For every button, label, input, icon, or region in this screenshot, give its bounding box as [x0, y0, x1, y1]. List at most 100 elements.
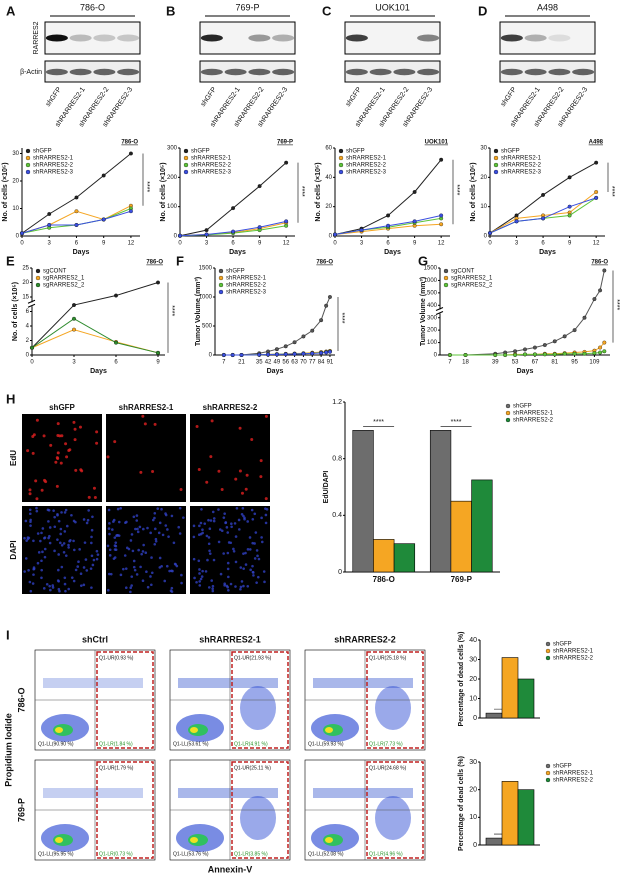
nucleus — [175, 564, 179, 568]
blot-band — [369, 68, 392, 76]
nucleus — [199, 577, 203, 581]
y-axis-label: No. of cells (×10⁵) — [160, 162, 167, 221]
nucleus — [226, 561, 230, 565]
data-point — [598, 345, 603, 350]
y-tick-label: 500 — [427, 290, 438, 296]
nucleus — [223, 584, 226, 587]
nucleus — [28, 492, 32, 496]
x-axis-label: Days — [517, 368, 534, 375]
micrograph — [22, 414, 102, 502]
nucleus — [142, 527, 145, 531]
legend-label: shRARRES2-3 — [191, 170, 232, 176]
quadrant-label: Q1-LL(52.08 %) — [308, 851, 344, 857]
data-point — [327, 295, 332, 299]
nucleus — [217, 508, 220, 511]
x-tick-label: 67 — [532, 360, 539, 366]
x-tick-label: 35 — [256, 360, 263, 366]
data-point — [514, 219, 519, 224]
blot-band — [117, 34, 140, 42]
nucleus — [113, 544, 117, 547]
nucleus — [63, 576, 67, 580]
y-tick-label: 0 — [26, 353, 30, 359]
nucleus — [24, 519, 28, 523]
x-tick-label: 6 — [541, 241, 545, 247]
x-tick-label: 12 — [438, 241, 445, 247]
nucleus — [85, 521, 89, 525]
y-tick-label: 30 — [12, 151, 19, 157]
y-tick-label: 15 — [22, 295, 29, 301]
data-point — [20, 231, 24, 236]
y-tick-label: 0 — [484, 234, 488, 240]
blot-title: 786-O — [80, 2, 105, 12]
nucleus — [158, 521, 162, 525]
x-tick-label: 77 — [309, 360, 316, 366]
nucleus — [107, 572, 111, 576]
data-point — [292, 340, 297, 345]
y-axis-label: No. of cells (×10⁵) — [12, 282, 19, 341]
axis-break-mark — [27, 303, 36, 308]
data-point — [156, 280, 160, 285]
data-point — [128, 209, 133, 214]
nucleus — [197, 559, 201, 563]
nucleus — [252, 571, 255, 574]
nucleus — [28, 508, 32, 512]
bar — [450, 500, 472, 573]
nucleus — [230, 525, 233, 529]
nucleus — [244, 487, 248, 491]
cell-band — [313, 788, 413, 798]
y-tick-label: 20 — [469, 787, 477, 794]
bar — [485, 712, 503, 719]
nucleus — [58, 434, 62, 438]
x-axis-label: Days — [384, 249, 401, 256]
nucleus — [143, 422, 147, 426]
annotation: **** — [613, 299, 620, 310]
panel-label: I — [6, 627, 10, 642]
nucleus — [264, 513, 268, 517]
nucleus — [78, 425, 82, 429]
nucleus — [212, 517, 216, 520]
nucleus — [217, 469, 221, 473]
legend-swatch — [183, 162, 189, 168]
blot-band — [69, 34, 92, 42]
legend-label: shRARRES2-1 — [33, 156, 74, 162]
nucleus — [203, 522, 207, 525]
x-tick-label: 3 — [515, 241, 519, 247]
legend-swatch — [35, 268, 41, 274]
nucleus — [227, 575, 230, 579]
nucleus — [117, 520, 121, 524]
blot-band — [272, 68, 295, 76]
data-point — [602, 268, 607, 273]
legend-label: shRARRES2-2 — [553, 656, 594, 662]
y-tick-label: 20 — [480, 175, 487, 181]
x-tick-label: 81 — [551, 360, 558, 366]
nucleus — [47, 509, 51, 512]
nucleus — [165, 564, 169, 568]
nucleus — [211, 589, 215, 593]
legend-swatch — [35, 282, 41, 288]
legend-swatch — [505, 403, 511, 409]
annotation: **** — [608, 186, 615, 197]
nucleus — [201, 528, 204, 531]
data-point — [552, 339, 557, 344]
y-axis-label: Propidium Iodide — [3, 713, 13, 787]
legend-label: shGFP — [191, 149, 210, 155]
nucleus — [198, 572, 201, 575]
y-tick-label: 0 — [473, 842, 477, 849]
y-tick-label: 40 — [469, 637, 477, 644]
nucleus — [108, 522, 111, 525]
nucleus — [219, 572, 223, 576]
nucleus — [246, 548, 250, 551]
legend-swatch — [25, 162, 31, 168]
data-point — [541, 216, 546, 221]
nucleus — [239, 585, 243, 589]
nucleus — [245, 473, 249, 477]
nucleus — [238, 426, 242, 430]
x-tick-label: 769-P — [451, 575, 473, 584]
data-point — [594, 160, 599, 165]
data-point — [230, 353, 235, 357]
bar — [501, 781, 519, 846]
nucleus — [90, 554, 94, 558]
nucleus — [195, 424, 199, 428]
nucleus — [108, 554, 112, 557]
blot-band — [500, 68, 523, 76]
